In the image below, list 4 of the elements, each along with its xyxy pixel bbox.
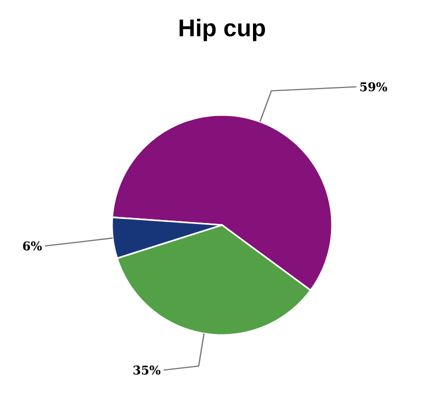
- chart-title: Hip cup: [180, 18, 266, 42]
- data-label: 35%: [133, 366, 160, 375]
- data-label: 59%: [360, 82, 388, 92]
- data-label: 6%: [23, 241, 42, 250]
